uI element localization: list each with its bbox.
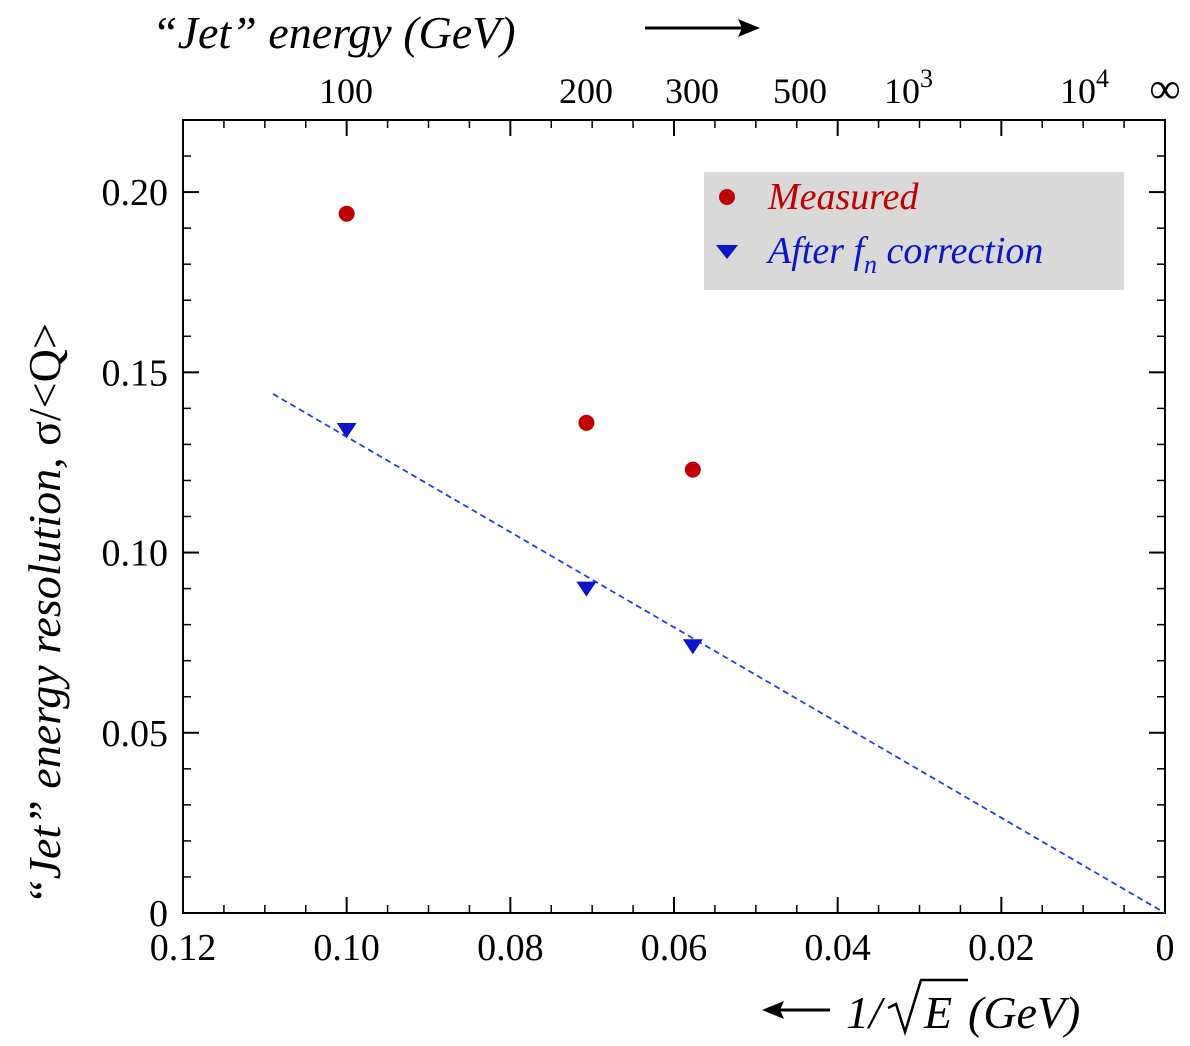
top-tick-1e4-base: 10 — [1060, 71, 1096, 111]
top-tick-1e3-base: 10 — [884, 71, 920, 111]
top-tick-label-100: 100 — [319, 71, 373, 111]
legend-measured-marker — [719, 189, 735, 205]
top-axis-arrow — [645, 19, 760, 37]
top-axis-title: “Jet” energy (GeV) — [152, 7, 516, 58]
corrected-point — [576, 581, 597, 597]
x-tick-label: 0 — [1156, 927, 1175, 969]
legend-measured-label: Measured — [767, 176, 920, 218]
corrected-point — [682, 639, 703, 655]
radical-sign — [887, 978, 968, 1037]
top-tick-labels: 100 200 300 500 103 104 ∞ — [319, 64, 1181, 113]
legend-corrected-n: n — [864, 250, 877, 279]
y-tick-label: 0 — [149, 893, 168, 935]
y-tick-label: 0.05 — [102, 713, 169, 755]
left-axis-title-main: “Jet” energy resolution, — [19, 446, 70, 905]
legend-corrected-marker — [716, 245, 738, 259]
y-tick-label: 0.10 — [102, 533, 169, 575]
measured-point — [684, 461, 701, 478]
top-tick-label-300: 300 — [665, 71, 719, 111]
top-tick-label-1e4: 104 — [1060, 64, 1109, 111]
left-axis-title: “Jet” energy resolution, σ/<Q> — [19, 323, 70, 905]
x-tick-label: 0.04 — [804, 927, 871, 969]
fit-line — [272, 393, 1166, 914]
top-tick-label-infinity: ∞ — [1149, 64, 1180, 113]
y-tick-label: 0.15 — [102, 352, 169, 394]
top-tick-label-500: 500 — [773, 71, 827, 111]
x-tick-label: 0.10 — [313, 927, 380, 969]
corrected-point — [336, 422, 357, 438]
bottom-axis-arrow — [762, 1001, 830, 1019]
legend: Measured After fn correction — [704, 172, 1124, 290]
legend-background — [704, 172, 1124, 290]
bottom-axis-title-rad: E — [923, 987, 952, 1038]
x-tick-label: 0.08 — [477, 927, 544, 969]
data-marks — [272, 205, 1166, 914]
legend-corrected-a: After — [765, 230, 853, 272]
left-axis-title-sym: σ/<Q> — [19, 323, 70, 446]
measured-point — [578, 414, 595, 431]
measured-point — [338, 205, 355, 222]
axis-ticks: 0.12 0.10 0.08 0.06 0.04 0.02 0 0 0.05 0.10 0.15 0.… — [102, 119, 1175, 969]
top-tick-1e3-exp: 3 — [920, 64, 933, 93]
y-tick-label: 0.20 — [102, 172, 169, 214]
bottom-axis-title-post: (GeV) — [968, 987, 1080, 1038]
x-tick-label: 0.12 — [150, 927, 217, 969]
bottom-axis-title-pre: 1/ — [846, 987, 886, 1038]
top-tick-label-200: 200 — [559, 71, 613, 111]
legend-corrected-b: correction — [877, 230, 1043, 272]
top-tick-label-1e3: 103 — [884, 64, 933, 111]
x-tick-label: 0.06 — [641, 927, 708, 969]
legend-corrected-label: After fn correction — [765, 230, 1043, 279]
x-tick-label: 0.02 — [968, 927, 1035, 969]
top-tick-1e4-exp: 4 — [1096, 64, 1109, 93]
